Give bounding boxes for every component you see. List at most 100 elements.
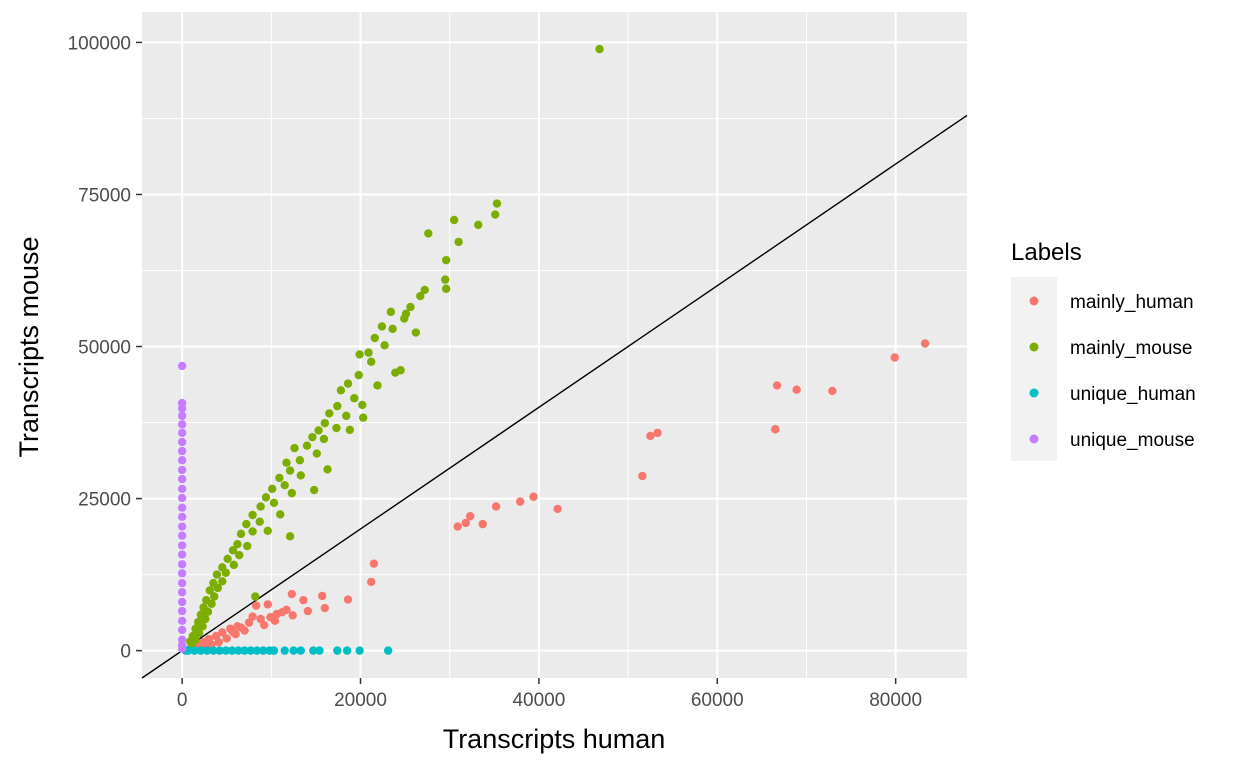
data-point — [221, 568, 231, 577]
data-point — [287, 488, 297, 498]
y-tick-label: 75000 — [78, 185, 131, 206]
data-point — [492, 199, 502, 208]
data-point — [595, 44, 604, 54]
data-point — [302, 441, 312, 450]
data-point — [296, 471, 305, 480]
data-point — [236, 623, 246, 632]
data-point — [386, 307, 396, 317]
legend-item-mainly_human: mainly_human — [1029, 292, 1194, 313]
data-point — [177, 606, 187, 616]
legend-key — [1029, 342, 1039, 352]
x-tick-label: 80000 — [869, 690, 922, 711]
legend-item-mainly_mouse: mainly_mouse — [1029, 338, 1193, 359]
data-point — [177, 578, 187, 588]
data-point — [255, 517, 264, 526]
data-point — [177, 493, 187, 503]
x-axis-title: Transcripts human — [443, 724, 666, 754]
data-point — [350, 394, 359, 403]
data-point — [345, 425, 355, 435]
data-point — [251, 592, 260, 601]
data-point — [222, 634, 231, 643]
data-point — [478, 519, 487, 529]
data-point — [177, 420, 187, 429]
data-point — [355, 646, 364, 655]
data-point — [358, 400, 367, 410]
data-point — [213, 583, 223, 593]
data-point — [461, 518, 470, 528]
data-point — [212, 570, 222, 579]
data-point — [177, 616, 187, 626]
data-point — [317, 591, 327, 601]
data-point — [177, 531, 187, 540]
data-point — [190, 646, 199, 655]
data-point — [236, 529, 246, 539]
data-point — [342, 646, 352, 655]
data-point — [287, 589, 297, 599]
series-unique_mouse — [177, 361, 187, 654]
major-gridlines — [142, 12, 967, 678]
data-point — [474, 220, 483, 230]
series-mainly_mouse — [185, 44, 604, 650]
data-point — [653, 428, 662, 438]
data-point — [269, 498, 279, 508]
data-point — [280, 646, 289, 655]
data-point — [515, 497, 525, 506]
data-point — [333, 646, 342, 655]
reference-line-group — [141, 114, 968, 679]
minor-gridlines — [142, 12, 967, 678]
data-point — [285, 466, 295, 475]
data-point — [177, 456, 187, 465]
data-point — [246, 646, 256, 655]
data-point — [420, 285, 429, 295]
data-point — [358, 413, 368, 422]
data-point — [367, 577, 376, 587]
data-point — [454, 237, 463, 247]
data-point — [207, 599, 216, 608]
series-unique_human — [181, 646, 393, 655]
data-point — [233, 539, 242, 549]
data-point — [491, 502, 501, 511]
data-point — [177, 503, 187, 512]
data-point — [227, 646, 237, 655]
data-point — [202, 646, 212, 655]
legend: Labels mainly_human mainly_mouse unique_hu… — [1011, 239, 1196, 461]
data-point — [177, 465, 187, 475]
data-point — [177, 474, 187, 484]
data-point — [336, 386, 346, 395]
data-point — [373, 381, 382, 390]
legend-key — [1029, 434, 1039, 444]
data-point — [265, 646, 274, 655]
data-point — [177, 484, 187, 494]
data-point — [638, 471, 647, 481]
data-point — [259, 646, 268, 655]
data-point — [890, 353, 899, 362]
data-point — [449, 215, 459, 225]
data-point — [234, 646, 243, 655]
y-tick-label: 100000 — [68, 33, 131, 54]
data-point — [248, 510, 257, 520]
data-point — [263, 526, 272, 536]
data-point — [177, 437, 187, 447]
data-point — [270, 616, 280, 626]
x-tick-label: 60000 — [691, 690, 744, 711]
identity-reference-line — [141, 114, 968, 679]
legend-key-background — [1011, 277, 1057, 461]
data-point — [320, 418, 330, 428]
data-point — [196, 646, 206, 655]
data-point — [332, 423, 341, 433]
data-point — [920, 339, 930, 348]
legend-key — [1029, 296, 1039, 306]
x-tick-label: 20000 — [334, 690, 387, 711]
data-point — [177, 597, 187, 607]
data-point — [377, 322, 387, 331]
data-point — [308, 432, 317, 442]
data-point — [309, 485, 319, 495]
data-point — [177, 569, 187, 578]
data-point — [441, 284, 451, 293]
data-point — [289, 646, 298, 655]
data-point — [343, 595, 353, 604]
legend-label: mainly_mouse — [1070, 338, 1193, 359]
legend-item-unique_human: unique_human — [1029, 384, 1196, 405]
data-point — [218, 628, 227, 637]
